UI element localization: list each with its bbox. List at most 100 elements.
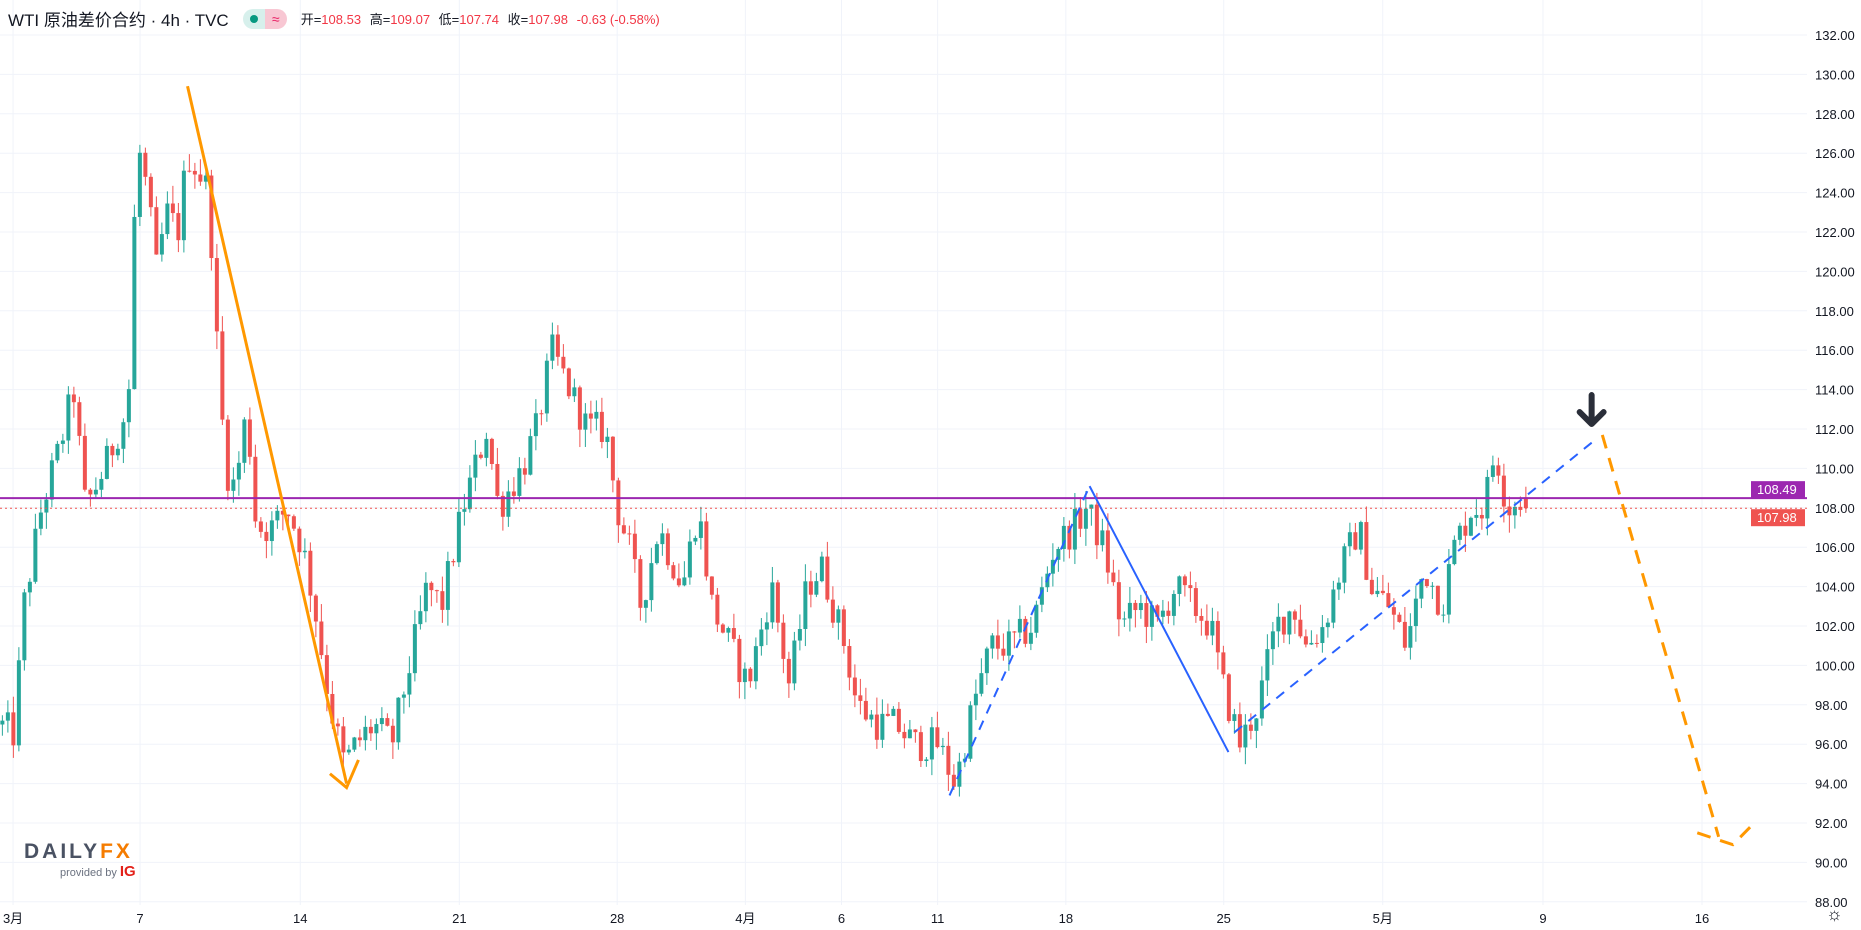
candle bbox=[781, 622, 786, 659]
candle bbox=[49, 460, 54, 500]
candle bbox=[1061, 525, 1066, 549]
candle bbox=[1292, 611, 1297, 620]
candle bbox=[192, 170, 197, 175]
x-axis-tick-label: 18 bbox=[1059, 911, 1073, 926]
candle bbox=[682, 577, 687, 586]
open-label: 开= bbox=[300, 12, 322, 27]
x-axis-tick-label: 21 bbox=[452, 911, 466, 926]
low-value: 107.74 bbox=[459, 12, 500, 27]
candle bbox=[891, 708, 896, 716]
price-tag bbox=[1751, 481, 1805, 499]
candle bbox=[940, 745, 945, 748]
candle bbox=[1116, 582, 1121, 620]
candle bbox=[137, 152, 142, 217]
candle bbox=[599, 411, 604, 442]
orange-dashed-projection bbox=[1600, 434, 1721, 838]
candle bbox=[621, 525, 626, 534]
candle bbox=[594, 411, 599, 419]
candle bbox=[506, 491, 511, 517]
candle bbox=[1171, 593, 1176, 616]
candle bbox=[737, 638, 742, 683]
candle bbox=[605, 436, 610, 442]
candle bbox=[1391, 607, 1396, 615]
candle bbox=[907, 729, 912, 739]
y-axis-tick-label: 130.00 bbox=[1815, 67, 1855, 82]
candle bbox=[495, 464, 500, 496]
high-label: 高= bbox=[369, 12, 391, 27]
candle bbox=[220, 331, 225, 420]
candle bbox=[1413, 598, 1418, 627]
y-axis-tick-label: 118.00 bbox=[1815, 304, 1854, 319]
candle bbox=[484, 438, 489, 458]
candle bbox=[935, 727, 940, 748]
candle bbox=[1050, 559, 1055, 574]
candle bbox=[473, 454, 478, 478]
candle bbox=[583, 413, 588, 430]
candle bbox=[610, 436, 615, 481]
candle bbox=[286, 514, 291, 517]
candle bbox=[88, 489, 93, 495]
x-axis-tick-label: 3月 bbox=[3, 911, 23, 926]
candle bbox=[880, 713, 885, 740]
price-tag-label: 108.49 bbox=[1757, 482, 1797, 497]
candle bbox=[1386, 593, 1391, 608]
y-axis-tick-label: 122.00 bbox=[1815, 225, 1855, 240]
candle bbox=[368, 726, 373, 734]
open-value: 108.53 bbox=[321, 12, 362, 27]
candle bbox=[1446, 564, 1451, 615]
candle bbox=[1210, 620, 1215, 636]
candle bbox=[132, 216, 137, 390]
candle bbox=[1221, 652, 1226, 675]
candle bbox=[742, 668, 747, 683]
candle bbox=[1281, 616, 1286, 635]
candle bbox=[165, 203, 170, 235]
candle bbox=[566, 368, 571, 397]
candle bbox=[143, 152, 148, 177]
high-value: 109.07 bbox=[390, 12, 431, 27]
candle bbox=[1325, 622, 1330, 628]
candle bbox=[1067, 525, 1072, 550]
candle bbox=[1089, 504, 1094, 509]
candle bbox=[500, 495, 505, 517]
candle bbox=[44, 499, 49, 513]
candle bbox=[1105, 530, 1110, 573]
candle bbox=[836, 609, 841, 623]
y-axis-tick-label: 106.00 bbox=[1815, 540, 1855, 555]
candle bbox=[1320, 627, 1325, 644]
candle bbox=[1507, 506, 1512, 516]
candle bbox=[929, 727, 934, 760]
symbol-title[interactable]: WTI 原油差价合约 · 4h · TVC bbox=[8, 11, 229, 30]
candle bbox=[291, 516, 296, 529]
candle bbox=[352, 737, 357, 750]
candle bbox=[1039, 587, 1044, 605]
candle bbox=[671, 565, 676, 579]
candle bbox=[0, 720, 5, 725]
candle bbox=[478, 454, 483, 458]
candle bbox=[429, 582, 434, 591]
candle bbox=[902, 731, 907, 739]
candle bbox=[126, 389, 131, 423]
candle bbox=[918, 732, 923, 762]
y-axis-tick-label: 98.00 bbox=[1815, 698, 1848, 713]
indicator-icon[interactable]: ≈ bbox=[264, 8, 287, 29]
x-axis-tick-label: 7 bbox=[136, 911, 143, 926]
x-axis-tick-label: 25 bbox=[1216, 911, 1230, 926]
change-value: -0.63 (-0.58%) bbox=[576, 12, 660, 27]
candle bbox=[302, 550, 307, 553]
candle bbox=[1336, 582, 1341, 590]
candle bbox=[693, 537, 698, 542]
candle bbox=[1490, 465, 1495, 477]
candle bbox=[764, 622, 769, 630]
candle bbox=[984, 648, 989, 674]
x-axis-tick-label: 6 bbox=[838, 911, 845, 926]
candle bbox=[93, 489, 98, 495]
gear-icon[interactable]: ☼ bbox=[1826, 904, 1843, 924]
candle bbox=[154, 207, 159, 255]
orange-trendline bbox=[186, 85, 349, 784]
indicator-toggle[interactable]: ≈ bbox=[242, 8, 287, 29]
candle bbox=[968, 705, 973, 759]
candle bbox=[1155, 605, 1160, 617]
candle bbox=[1028, 632, 1033, 644]
y-axis-tick-label: 114.00 bbox=[1815, 383, 1854, 398]
